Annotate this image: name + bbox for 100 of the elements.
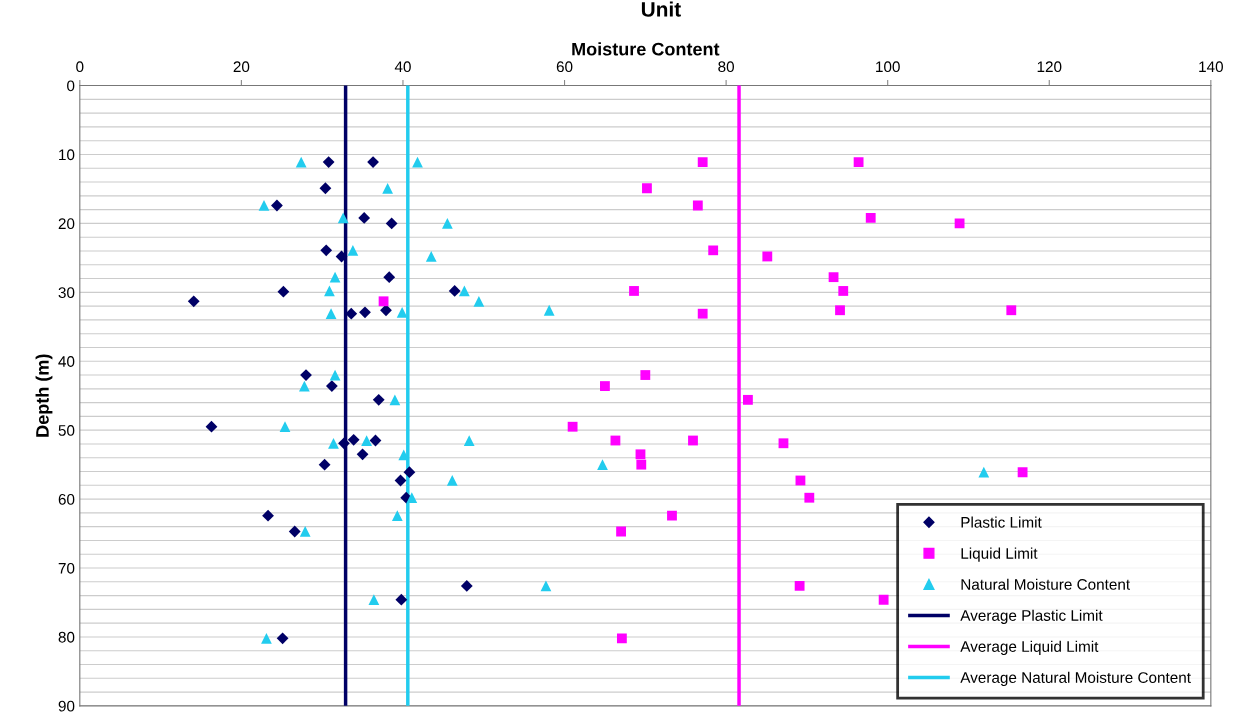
x-tick-label: 80 <box>718 61 735 73</box>
x-axis-title: Moisture Content <box>572 42 720 56</box>
point <box>743 394 753 405</box>
point <box>295 156 307 168</box>
point <box>322 156 335 168</box>
point <box>271 199 283 212</box>
point <box>319 182 332 195</box>
x-tick-label: 40 <box>394 61 411 73</box>
point <box>288 525 301 538</box>
y-tick-label: 50 <box>58 425 75 436</box>
point <box>383 271 396 284</box>
point <box>667 510 677 521</box>
point <box>279 421 291 433</box>
point <box>258 200 270 211</box>
point <box>318 458 331 471</box>
point <box>458 285 470 297</box>
y-tick-label: 20 <box>58 218 75 230</box>
point <box>600 381 610 391</box>
point <box>616 633 627 644</box>
point <box>1006 305 1017 316</box>
point <box>597 459 608 471</box>
point <box>299 380 310 392</box>
point <box>636 459 647 470</box>
point <box>616 526 626 537</box>
point <box>347 244 359 256</box>
point <box>325 380 338 392</box>
y-tick-label: 30 <box>58 287 75 299</box>
point <box>442 218 453 229</box>
point <box>878 594 889 605</box>
point <box>328 437 339 449</box>
legend-label: Average Natural Moisture Content <box>960 671 1191 687</box>
y-tick-label: 80 <box>58 631 75 643</box>
point <box>448 285 461 297</box>
point <box>385 217 398 230</box>
point <box>368 594 380 606</box>
y-tick-label: 70 <box>58 562 75 574</box>
point <box>697 157 708 167</box>
point <box>262 509 274 522</box>
point <box>396 306 408 318</box>
y-tick-label: 60 <box>58 493 75 505</box>
point <box>356 448 369 461</box>
point <box>640 370 651 380</box>
y-tick-label: 10 <box>59 149 75 161</box>
point <box>187 295 200 308</box>
point <box>361 435 372 446</box>
point <box>778 438 789 449</box>
point <box>338 437 350 450</box>
x-tick-label: 120 <box>1037 61 1062 73</box>
point <box>853 157 864 167</box>
point <box>543 304 555 316</box>
point <box>978 466 990 478</box>
point <box>347 433 360 446</box>
point <box>629 286 639 296</box>
x-tick-label: 140 <box>1199 61 1223 73</box>
point <box>708 245 719 256</box>
point <box>378 296 389 307</box>
point <box>358 212 371 224</box>
point <box>325 308 337 320</box>
point <box>446 475 458 486</box>
point <box>835 305 845 316</box>
y-tick-label: 40 <box>58 356 75 367</box>
point <box>688 435 698 446</box>
point <box>277 285 290 298</box>
point <box>406 492 418 504</box>
point <box>567 421 578 432</box>
point <box>692 200 703 211</box>
point <box>697 308 708 319</box>
legend-label: Average Liquid Limit <box>960 640 1099 655</box>
point <box>403 466 416 479</box>
point <box>299 526 311 537</box>
legend-label: Average Plastic Limit <box>960 609 1103 624</box>
point <box>389 394 401 406</box>
point <box>329 271 341 283</box>
point <box>395 593 408 606</box>
legend-label: Plastic Limit <box>961 516 1042 528</box>
x-tick-label: 100 <box>876 61 900 73</box>
point <box>838 286 849 296</box>
point <box>359 306 371 319</box>
y-axis-title: Depth (m) <box>35 354 53 437</box>
point <box>382 182 393 194</box>
y-tick-label: 0 <box>67 80 75 92</box>
point <box>205 420 218 433</box>
point <box>540 580 552 592</box>
point <box>762 251 773 262</box>
point <box>828 272 839 283</box>
point <box>954 218 965 229</box>
point <box>391 510 403 522</box>
point <box>865 212 876 223</box>
point <box>804 492 815 503</box>
chart-title: Unit <box>641 1 681 17</box>
point <box>635 449 646 460</box>
point <box>642 183 652 194</box>
x-tick-label: 60 <box>556 61 573 73</box>
y-tick-label: 90 <box>58 700 75 712</box>
point <box>324 285 335 297</box>
point <box>425 251 437 262</box>
point <box>463 435 475 446</box>
point <box>1017 467 1028 478</box>
legend-label: Natural Moisture Content <box>961 578 1130 590</box>
point <box>261 632 272 644</box>
